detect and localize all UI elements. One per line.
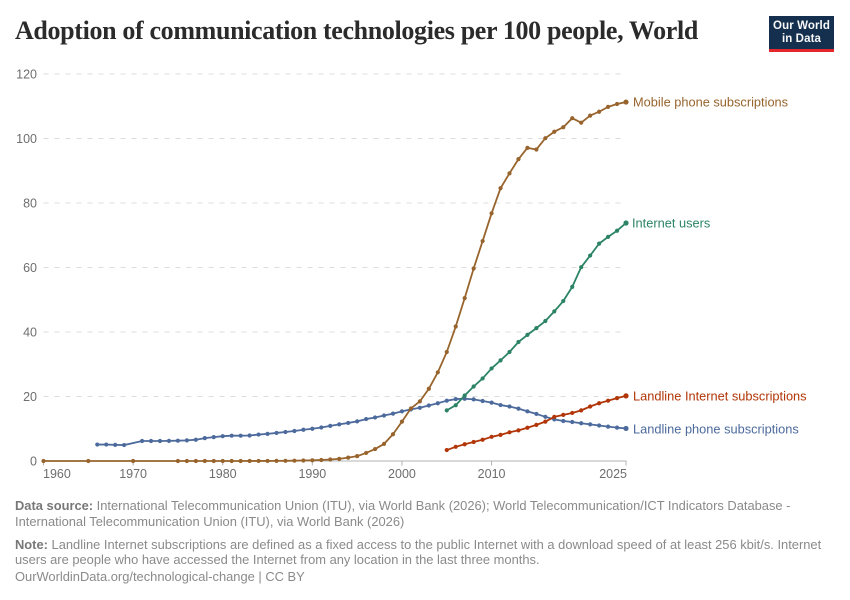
svg-text:40: 40	[23, 325, 37, 339]
svg-text:Landline phone subscriptions: Landline phone subscriptions	[633, 422, 799, 437]
svg-text:2025: 2025	[599, 467, 627, 481]
svg-text:100: 100	[16, 132, 37, 146]
svg-text:Mobile phone subscriptions: Mobile phone subscriptions	[633, 94, 788, 109]
svg-text:Landline Internet subscription: Landline Internet subscriptions	[633, 388, 807, 403]
svg-text:0: 0	[30, 454, 37, 468]
svg-text:1970: 1970	[119, 467, 147, 481]
svg-text:60: 60	[23, 261, 37, 275]
svg-text:2000: 2000	[388, 467, 416, 481]
svg-text:20: 20	[23, 390, 37, 404]
svg-text:1980: 1980	[209, 467, 237, 481]
svg-text:1990: 1990	[298, 467, 326, 481]
svg-text:2010: 2010	[478, 467, 506, 481]
svg-text:Internet users: Internet users	[632, 215, 710, 230]
svg-text:80: 80	[23, 196, 37, 210]
svg-text:1960: 1960	[43, 467, 71, 481]
svg-text:120: 120	[16, 67, 37, 81]
